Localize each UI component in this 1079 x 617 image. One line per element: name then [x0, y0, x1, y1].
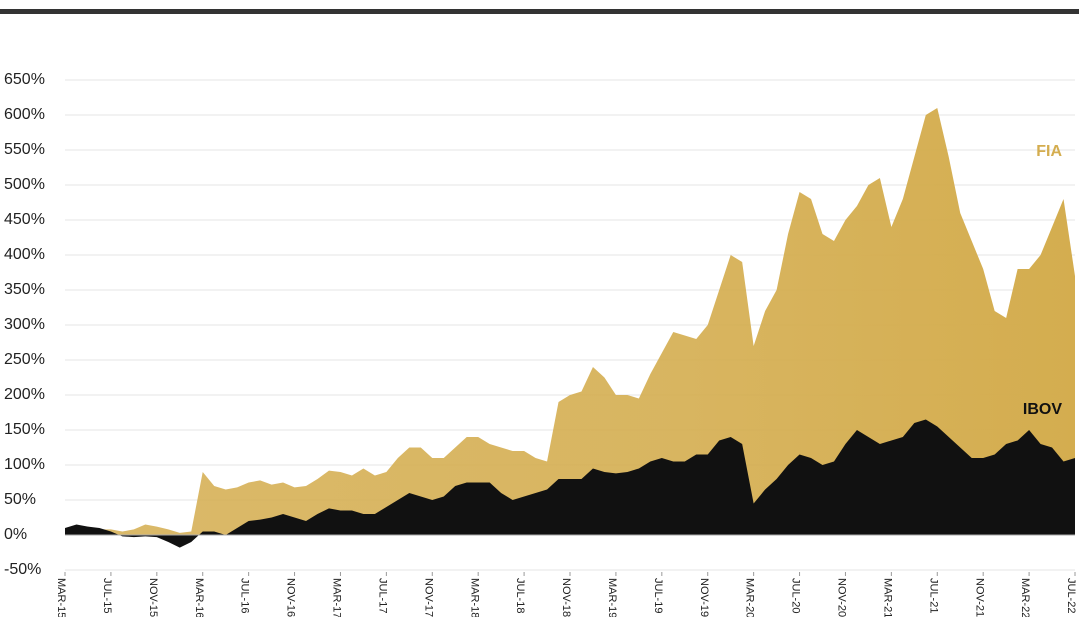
x-tick-label: MAR-18: [468, 578, 480, 617]
x-tick-label: MAR-17: [331, 578, 343, 617]
x-tick-label: JUL-15: [101, 578, 113, 613]
x-tick-label: MAR-15: [55, 578, 67, 617]
y-tick-label: 450%: [4, 211, 45, 228]
y-tick-label: 650%: [4, 71, 45, 88]
x-tick-label: NOV-20: [836, 578, 848, 617]
y-tick-label: 600%: [4, 106, 45, 123]
x-tick-label: NOV-17: [422, 578, 434, 617]
x-tick-label: MAR-19: [606, 578, 618, 617]
top-bar: [0, 9, 1079, 14]
y-tick-label: 150%: [4, 421, 45, 438]
y-tick-label: 300%: [4, 316, 45, 333]
x-tick-label: JUL-21: [927, 578, 939, 613]
y-tick-label: -50%: [4, 561, 41, 578]
x-tick-label: JUL-19: [652, 578, 664, 613]
y-tick-label: 550%: [4, 141, 45, 158]
x-tick-label: NOV-21: [973, 578, 985, 617]
series-label: IBOV: [1023, 401, 1062, 418]
x-tick-label: NOV-19: [698, 578, 710, 617]
y-tick-label: 50%: [4, 491, 36, 508]
x-tick-label: JUL-22: [1065, 578, 1077, 613]
y-tick-label: 350%: [4, 281, 45, 298]
x-tick-label: NOV-15: [147, 578, 159, 617]
x-tick-label: JUL-16: [239, 578, 251, 613]
x-tick-label: JUL-18: [514, 578, 526, 613]
x-tick-label: MAR-16: [193, 578, 205, 617]
y-tick-label: 400%: [4, 246, 45, 263]
x-tick-label: JUL-20: [790, 578, 802, 613]
area: [65, 419, 1075, 548]
x-tick-label: MAR-22: [1019, 578, 1031, 617]
x-tick-label: NOV-16: [285, 578, 297, 617]
y-tick-label: 200%: [4, 386, 45, 403]
y-tick-label: 100%: [4, 456, 45, 473]
area: [65, 108, 1075, 535]
x-tick-label: MAR-20: [744, 578, 756, 617]
x-tick-label: JUL-17: [376, 578, 388, 613]
y-tick-label: 0%: [4, 526, 27, 543]
y-tick-label: 500%: [4, 176, 45, 193]
series-label: FIA: [1036, 143, 1062, 160]
y-tick-label: 250%: [4, 351, 45, 368]
x-tick-label: NOV-18: [560, 578, 572, 617]
x-tick-label: MAR-21: [881, 578, 893, 617]
